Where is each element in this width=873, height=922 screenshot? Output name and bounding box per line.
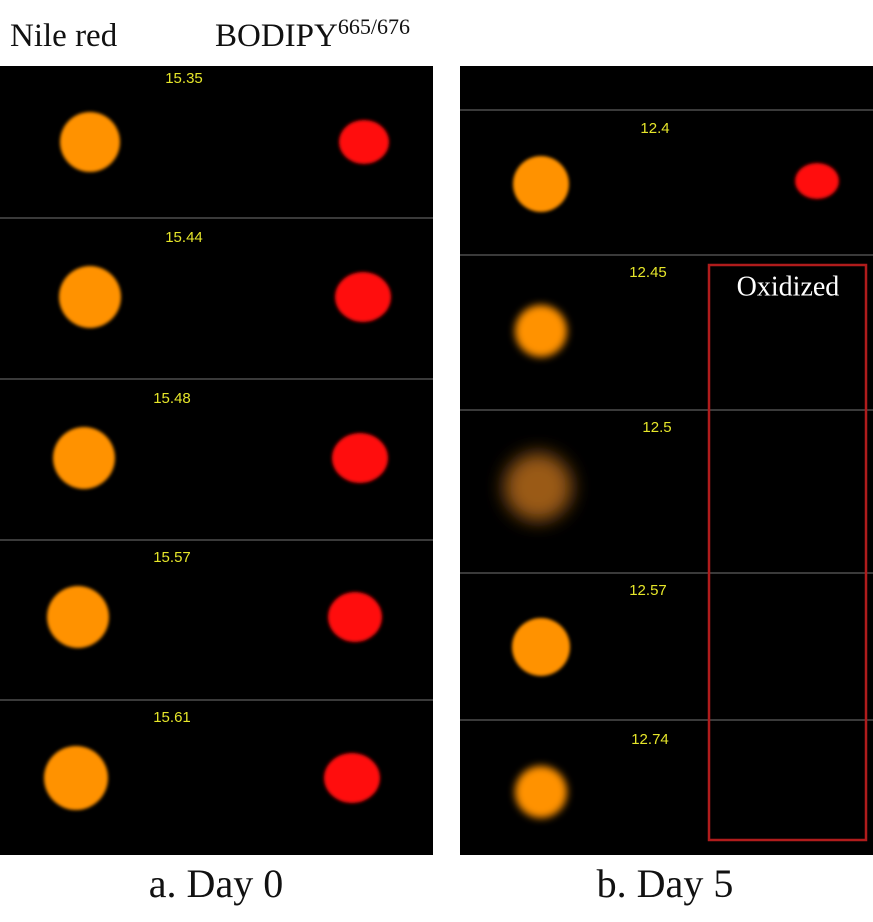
bodipy-droplet <box>335 272 391 322</box>
nile-red-droplet <box>44 746 108 810</box>
bodipy-droplet <box>324 753 380 803</box>
size-label: 15.35 <box>165 70 203 87</box>
figure: Nile red BODIPY665/676 15.35 15.44 15.48 15… <box>0 0 873 922</box>
nile-red-droplet <box>515 305 567 357</box>
panel-caption: b. Day 5 <box>597 861 734 906</box>
bodipy-droplet <box>795 163 839 199</box>
size-label: 12.5 <box>642 419 671 436</box>
header-label: BODIPY <box>215 18 338 54</box>
nile-red-droplet <box>60 112 120 172</box>
size-label: 15.61 <box>153 709 191 726</box>
size-label: 12.4 <box>640 120 669 137</box>
nile-red-droplet <box>513 156 569 212</box>
panel-caption: a. Day 0 <box>149 861 283 906</box>
nile-red-droplet <box>515 766 567 818</box>
nile-red-droplet <box>512 618 570 676</box>
size-label: 12.57 <box>629 582 667 599</box>
size-label: 12.45 <box>629 264 667 281</box>
nile-red-droplet <box>53 427 115 489</box>
size-label: 15.57 <box>153 549 191 566</box>
nile-red-droplet <box>47 586 109 648</box>
size-label: 15.44 <box>165 229 203 246</box>
bodipy-droplet <box>328 592 382 642</box>
header-label: Nile red <box>10 18 118 54</box>
bodipy-droplet <box>332 433 388 483</box>
annotation: Oxidized <box>737 271 840 302</box>
size-label: 15.48 <box>153 390 191 407</box>
header-superscript: 665/676 <box>338 14 410 39</box>
bodipy-droplet <box>339 120 389 164</box>
header-label: BODIPY665/676 <box>215 14 410 54</box>
nile-red-droplet <box>504 453 572 521</box>
size-label: 12.74 <box>631 731 669 748</box>
nile-red-droplet <box>59 266 121 328</box>
